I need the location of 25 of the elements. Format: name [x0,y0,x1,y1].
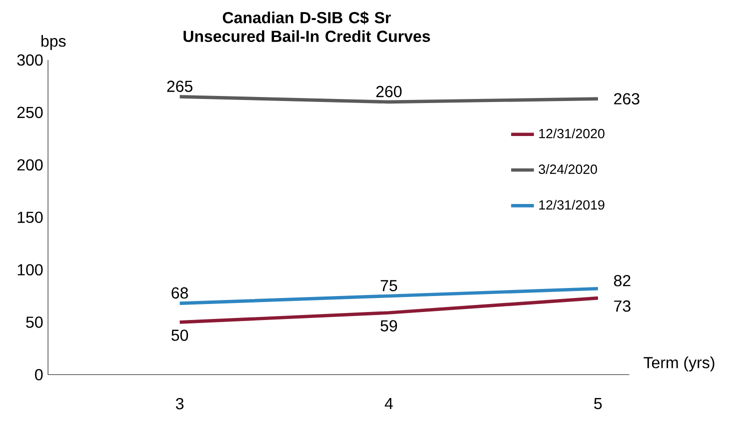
y-tick-label: 50 [26,316,43,328]
x-axis-title: Term (yrs) [644,356,714,372]
x-tick-label: 3 [176,398,184,410]
data-label: 59 [380,320,397,332]
x-tick-label: 5 [594,398,602,410]
data-label: 75 [380,280,398,292]
data-label: 82 [614,274,630,286]
x-tick-label: 4 [384,398,393,410]
y-tick-label: 0 [35,368,43,380]
y-tick-label: 100 [18,264,43,276]
chart-title: Canadian D-SIB C$ Sr Unsecured Bail-In Credit Curves [184,11,430,42]
y-axis-title: bps [41,35,66,50]
y-tick-label: 300 [17,54,43,66]
y-tick-label: 150 [18,212,43,223]
y-tick-label: 200 [17,159,43,171]
legend-label: 3/24/2020 [538,164,598,174]
data-label: 263 [614,93,640,104]
y-tick-label: 250 [17,106,43,118]
data-label: 260 [376,86,402,98]
legend-label: 12/31/2020 [539,128,604,138]
data-label: 68 [172,287,188,299]
legend-label: 12/31/2019 [539,200,604,210]
data-label: 73 [614,300,630,312]
data-label: 50 [172,330,188,341]
data-label: 265 [167,80,192,92]
